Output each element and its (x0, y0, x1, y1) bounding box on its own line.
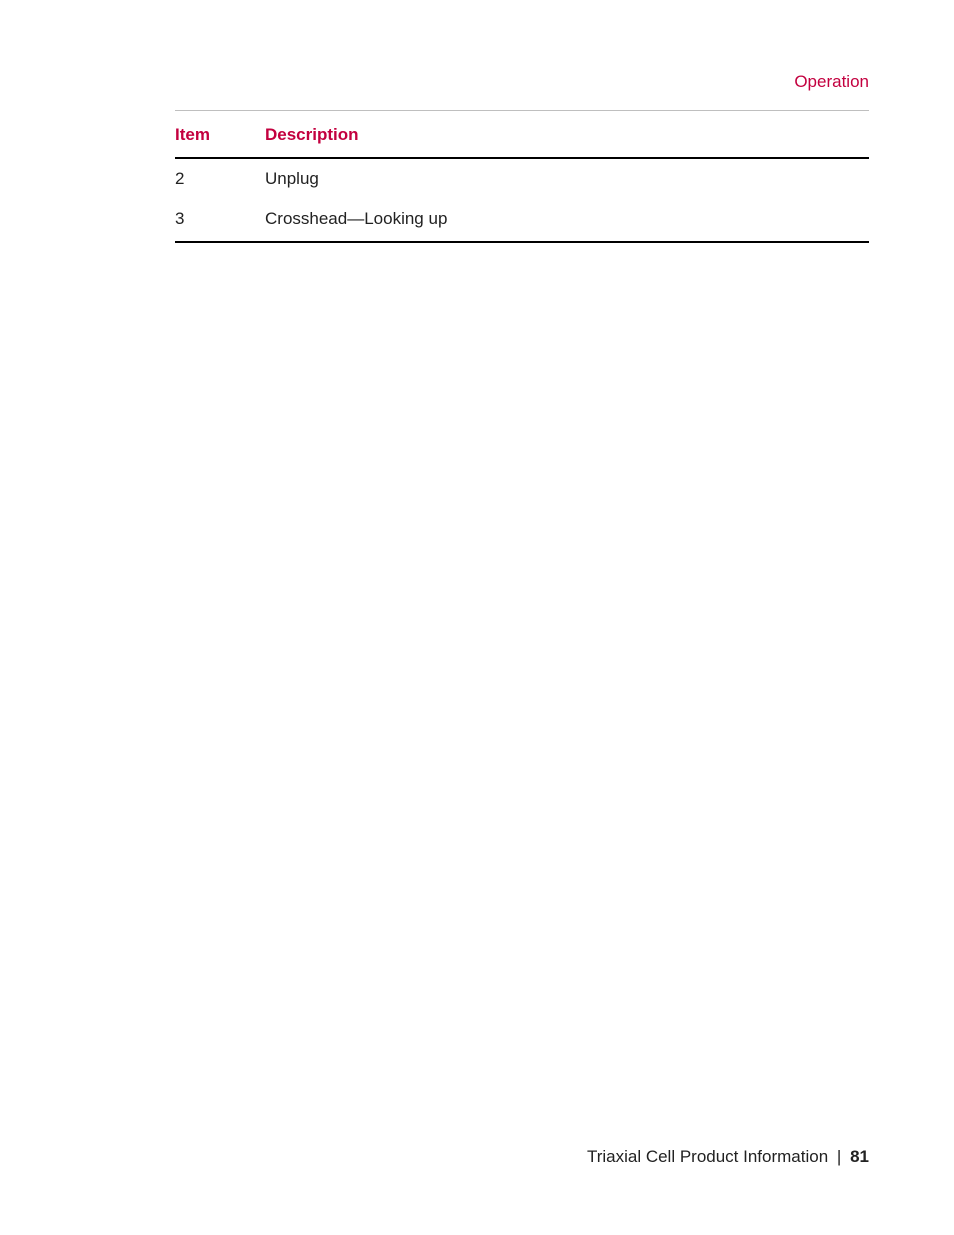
footer-separator: | (833, 1147, 845, 1166)
table-row: 2 Unplug (175, 158, 869, 199)
footer-page-number: 81 (850, 1147, 869, 1166)
section-label: Operation (175, 72, 869, 92)
page-footer: Triaxial Cell Product Information | 81 (587, 1147, 869, 1167)
cell-description: Crosshead—Looking up (265, 199, 869, 242)
column-header-description: Description (265, 111, 869, 158)
cell-item: 2 (175, 158, 265, 199)
table-header-row: Item Description (175, 111, 869, 158)
document-page: Operation Item Description 2 Unplug 3 Cr… (0, 0, 954, 1235)
column-header-item: Item (175, 111, 265, 158)
footer-doc-title: Triaxial Cell Product Information (587, 1147, 828, 1166)
cell-item: 3 (175, 199, 265, 242)
cell-description: Unplug (265, 158, 869, 199)
table-row: 3 Crosshead—Looking up (175, 199, 869, 242)
item-description-table: Item Description 2 Unplug 3 Crosshead—Lo… (175, 111, 869, 243)
